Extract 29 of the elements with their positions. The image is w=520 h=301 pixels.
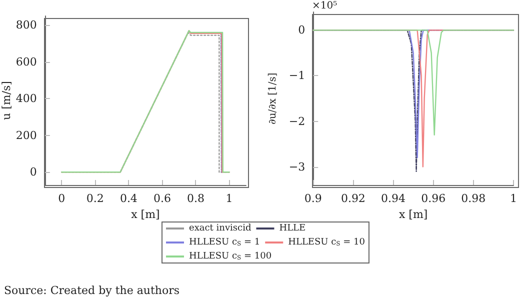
y-tick-label: 0 [30, 166, 37, 179]
y-tick-label: 200 [16, 128, 37, 142]
x-tick-label: 0.9 [304, 192, 322, 205]
x-axis-title: x [m] [131, 208, 160, 221]
y-tick-label: 400 [16, 92, 37, 106]
y-tick-label: −2 [288, 114, 306, 128]
y-axis-title: ∂u/∂x [1/s] [268, 72, 278, 124]
y-tick-label: 800 [16, 18, 37, 32]
y-tick-label: −1 [288, 69, 306, 82]
x-tick-label: 0.2 [86, 192, 104, 205]
y-tick-label: 600 [16, 55, 37, 68]
legend-label: exact inviscid [189, 224, 252, 234]
x-tick-label: 1 [226, 192, 233, 205]
x-tick-label: 0.94 [381, 192, 406, 205]
x-tick-label: 0 [58, 192, 66, 205]
y-axis-title: u [m/s] [0, 81, 13, 120]
legend-label: HLLE [279, 224, 306, 234]
x-tick-label: 1 [510, 192, 517, 205]
y-tick-label: −3 [288, 160, 306, 174]
source-note: Source: Created by the authors [4, 284, 180, 297]
text: ×10⁵ [312, 0, 338, 12]
x-tick-label: 0.4 [120, 192, 138, 205]
y-tick-label: 0 [298, 24, 306, 37]
x-tick-label: 0.8 [186, 192, 204, 205]
x-axis-title: x [m] [398, 208, 428, 221]
x-tick-label: 0.6 [153, 192, 171, 205]
x-tick-label: 0.96 [421, 192, 446, 205]
x-tick-label: 0.98 [461, 192, 486, 205]
x-tick-label: 0.92 [340, 192, 366, 205]
